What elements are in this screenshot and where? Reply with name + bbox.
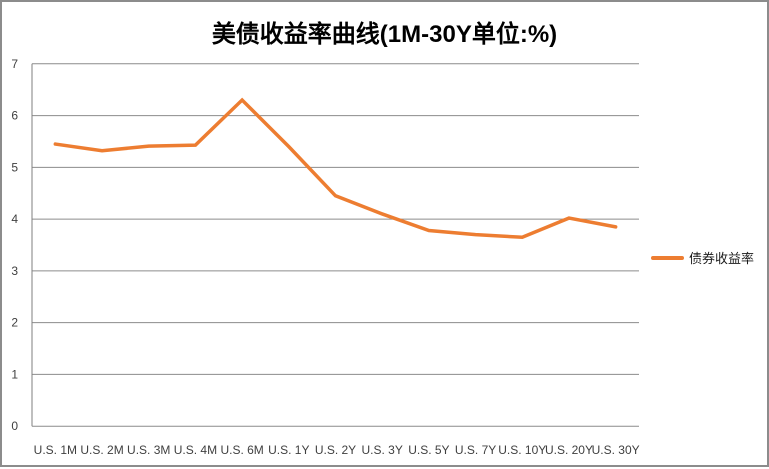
x-tick-label: U.S. 3M (127, 443, 170, 457)
x-tick-label: U.S. 4M (174, 443, 217, 457)
legend-label: 债券收益率 (689, 251, 755, 266)
x-tick-label: U.S. 20Y (545, 443, 593, 457)
y-tick-label: 2 (11, 316, 18, 330)
y-tick-label: 0 (11, 419, 18, 433)
y-tick-label: 3 (11, 264, 18, 278)
y-tick-label: 5 (11, 160, 18, 174)
y-tick-label: 1 (11, 367, 18, 381)
x-tick-label: U.S. 7Y (455, 443, 496, 457)
x-tick-label: U.S. 1Y (268, 443, 309, 457)
x-tick-label: U.S. 5Y (408, 443, 449, 457)
y-tick-label: 4 (11, 212, 18, 226)
x-tick-label: U.S. 2M (80, 443, 123, 457)
x-tick-label: U.S. 1M (34, 443, 77, 457)
x-tick-label: U.S. 30Y (592, 443, 640, 457)
y-tick-label: 6 (11, 109, 18, 123)
x-tick-label: U.S. 2Y (315, 443, 356, 457)
legend: 债券收益率 (651, 248, 754, 267)
y-tick-label: 7 (11, 57, 18, 71)
bond-yield-line (53, 97, 618, 240)
legend-swatch (651, 255, 684, 260)
x-tick-label: U.S. 3Y (362, 443, 403, 457)
x-tick-label: U.S. 6M (220, 443, 263, 457)
chart-title: 美债收益率曲线(1M-30Y单位:%) (211, 21, 558, 48)
x-tick-label: U.S. 10Y (498, 443, 546, 457)
